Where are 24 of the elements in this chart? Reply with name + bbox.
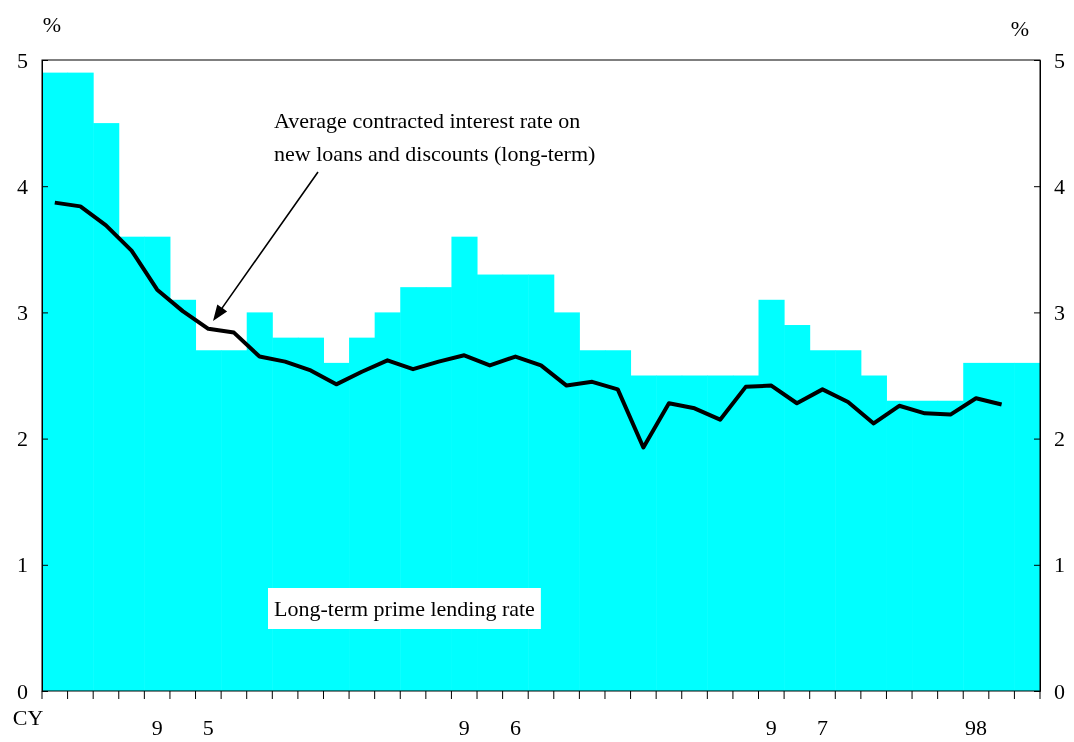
y2-tick-label: 4 xyxy=(1054,173,1065,199)
y2-tick-label: 2 xyxy=(1054,426,1065,452)
y-axis-title: % xyxy=(42,12,62,37)
y2-tick-label: 1 xyxy=(1054,552,1065,578)
series-label: Long-term prime lending rate xyxy=(274,596,535,621)
x-tick-label: 5 xyxy=(202,714,214,740)
y-tick-label: 3 xyxy=(17,299,28,325)
x-axis-title: CY xyxy=(12,705,44,730)
x-tick-label: 9 xyxy=(458,714,470,740)
annotation: Average contracted interest rate on new loans and discounts (long-term) xyxy=(274,108,596,166)
y-tick-label: 5 xyxy=(17,47,28,73)
x-tick-label: 7 xyxy=(816,714,828,740)
y-tick-label: 0 xyxy=(17,678,28,704)
y2-tick-label: 5 xyxy=(1054,47,1065,73)
y2-tick-label: 3 xyxy=(1054,299,1065,325)
y-tick-label: 4 xyxy=(17,173,28,199)
x-tick-label: 9 xyxy=(151,714,163,740)
y-tick-label: 2 xyxy=(17,426,28,452)
y2-axis-title: % xyxy=(1010,16,1030,41)
x-tick-label: 6 xyxy=(509,714,521,740)
x-tick-label: 98 xyxy=(965,714,988,740)
y2-tick-label: 0 xyxy=(1054,678,1065,704)
x-tick-label: 9 xyxy=(765,714,777,740)
y-tick-label: 1 xyxy=(17,552,28,578)
